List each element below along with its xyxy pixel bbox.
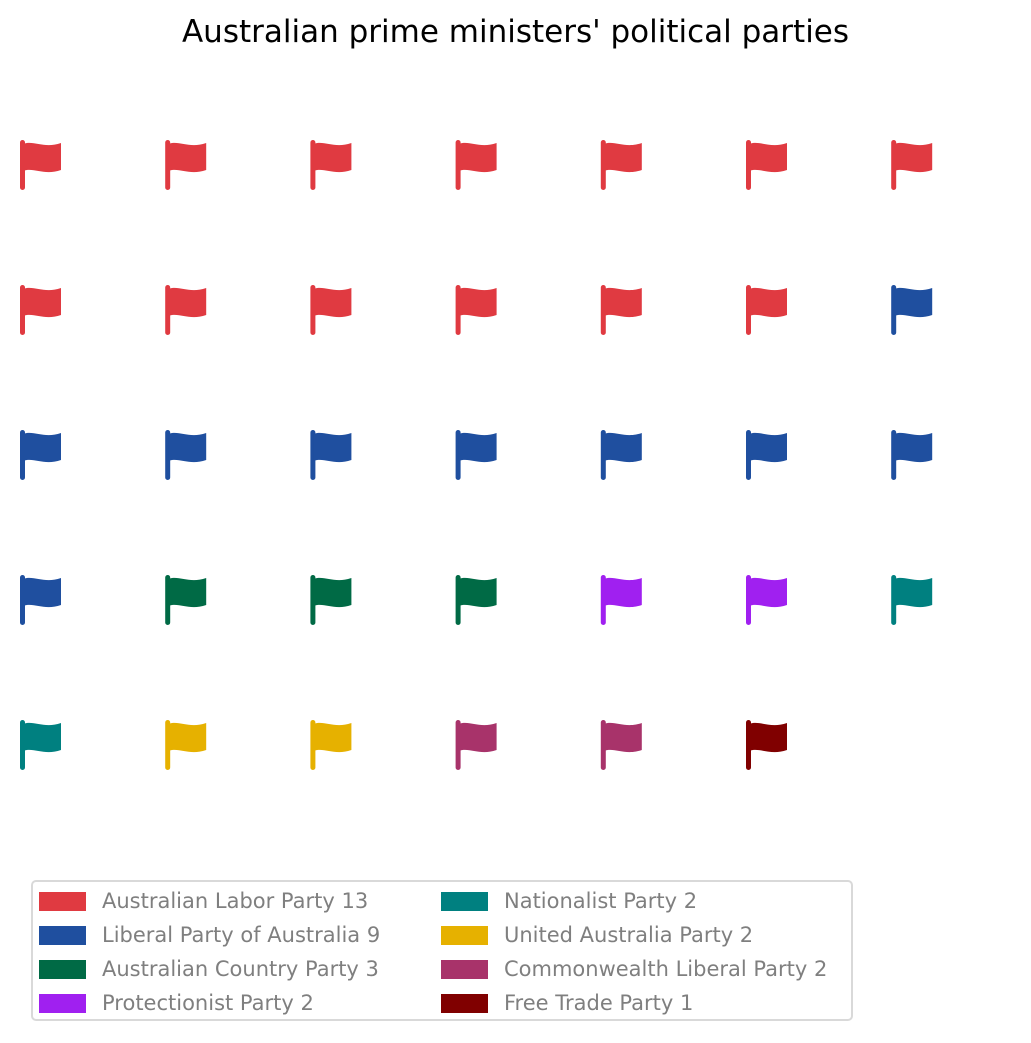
flag-icon (891, 575, 933, 625)
flag-icon (310, 430, 352, 480)
legend-item-protectionist-party: Protectionist Party 2 (39, 986, 314, 1020)
legend: Australian Labor Party 13 Liberal Party … (31, 880, 853, 1021)
legend-item-united-australia-party: United Australia Party 2 (441, 918, 753, 952)
chart-title: Australian prime ministers' political pa… (181, 14, 850, 50)
flag-icon (600, 720, 642, 770)
waffle-chart (20, 140, 933, 770)
legend-label: Australian Labor Party 13 (102, 889, 369, 913)
flag-icon (600, 140, 642, 190)
flag-icon (165, 575, 207, 625)
flag-icon (600, 575, 642, 625)
legend-item-australian-country-party: Australian Country Party 3 (39, 952, 379, 986)
flag-icon (600, 430, 642, 480)
flag-icon (891, 430, 933, 480)
legend-item-australian-labor-party: Australian Labor Party 13 (39, 884, 368, 918)
legend-label: Liberal Party of Australia 9 (102, 923, 381, 947)
legend-item-commonwealth-liberal-party: Commonwealth Liberal Party 2 (441, 952, 827, 986)
flag-icon (455, 720, 497, 770)
flag-icon (455, 430, 497, 480)
legend-label: Protectionist Party 2 (102, 991, 314, 1015)
legend-label: Commonwealth Liberal Party 2 (504, 957, 828, 981)
legend-item-nationalist-party: Nationalist Party 2 (441, 884, 697, 918)
legend-swatch (39, 959, 86, 979)
legend-swatch (441, 891, 488, 911)
flag-icon (165, 140, 207, 190)
flag-icon (746, 575, 787, 625)
flag-icon (746, 430, 787, 480)
flag-icon (165, 430, 207, 480)
flag-icon (310, 285, 352, 335)
legend-item-liberal-party-of-australia: Liberal Party of Australia 9 (39, 918, 380, 952)
flag-icon (20, 430, 61, 480)
flag-icon (310, 575, 352, 625)
flag-icon (746, 720, 787, 770)
legend-swatch (39, 891, 86, 911)
flag-icon (165, 285, 207, 335)
flag-icon (455, 575, 497, 625)
flag-icon (20, 575, 61, 625)
legend-label: Nationalist Party 2 (504, 889, 698, 913)
legend-item-free-trade-party: Free Trade Party 1 (441, 986, 693, 1020)
flag-icon (891, 285, 933, 335)
flag-icon (891, 140, 933, 190)
flag-icon (310, 720, 352, 770)
flag-icon (20, 140, 61, 190)
legend-swatch (441, 959, 488, 979)
legend-swatch (441, 993, 488, 1013)
flag-icon (600, 285, 642, 335)
legend-swatch (39, 925, 86, 945)
legend-label: United Australia Party 2 (504, 923, 754, 947)
flag-icon (455, 285, 497, 335)
flag-icon (20, 720, 61, 770)
legend-swatch (39, 993, 86, 1013)
flag-icon (165, 720, 207, 770)
legend-swatch (441, 925, 488, 945)
flag-icon (310, 140, 352, 190)
flag-icon (20, 285, 61, 335)
flag-icon (746, 285, 787, 335)
legend-label: Free Trade Party 1 (504, 991, 694, 1015)
legend-label: Australian Country Party 3 (102, 957, 379, 981)
flag-icon (746, 140, 787, 190)
flag-icon (455, 140, 497, 190)
